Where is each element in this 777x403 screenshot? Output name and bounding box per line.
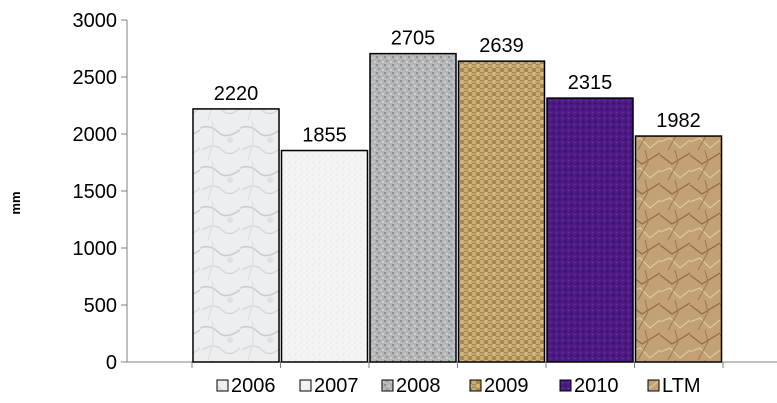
bars xyxy=(192,52,723,363)
legend-swatch-2006 xyxy=(216,379,229,392)
y-axis-label: mm xyxy=(8,191,23,214)
legend-swatch-2009 xyxy=(469,379,482,392)
y-tick-label: 1000 xyxy=(73,238,118,260)
bar-2010 xyxy=(546,97,634,363)
data-labels: 2220 1855 2705 2639 2315 1982 xyxy=(214,28,701,147)
y-tick-label: 500 xyxy=(84,295,117,317)
legend-label-LTM: LTM xyxy=(662,375,701,397)
legend-swatch-LTM xyxy=(647,379,660,392)
data-label-2007: 1855 xyxy=(302,125,347,147)
data-label-LTM: 1982 xyxy=(656,110,701,132)
legend-label-2010: 2010 xyxy=(574,375,619,397)
bar-2008 xyxy=(369,52,457,363)
legend-label-2007: 2007 xyxy=(314,375,359,397)
legend: 2006 2007 2008 2009 2010 LTM xyxy=(216,375,701,397)
legend-swatch-2007 xyxy=(299,379,312,392)
legend-swatch-2008 xyxy=(381,379,394,392)
data-label-2010: 2315 xyxy=(568,72,613,94)
y-axis: 0 500 1000 1500 2000 2500 3000 xyxy=(73,10,777,374)
data-label-2009: 2639 xyxy=(479,35,524,57)
legend-swatch-2010 xyxy=(559,379,572,392)
bar-LTM xyxy=(634,135,723,363)
y-tick-label: 2500 xyxy=(73,67,118,89)
y-tick-label: 0 xyxy=(106,352,117,374)
data-label-2006: 2220 xyxy=(214,83,259,105)
legend-label-2009: 2009 xyxy=(484,375,529,397)
bar-2006 xyxy=(192,108,280,363)
data-label-2008: 2705 xyxy=(391,28,436,50)
y-tick-label: 1500 xyxy=(73,181,118,203)
y-tick-label: 2000 xyxy=(73,124,118,146)
legend-label-2008: 2008 xyxy=(396,375,441,397)
bar-2009 xyxy=(457,60,546,363)
bar-2007 xyxy=(280,149,369,363)
legend-label-2006: 2006 xyxy=(231,375,276,397)
y-tick-label: 3000 xyxy=(73,10,118,32)
